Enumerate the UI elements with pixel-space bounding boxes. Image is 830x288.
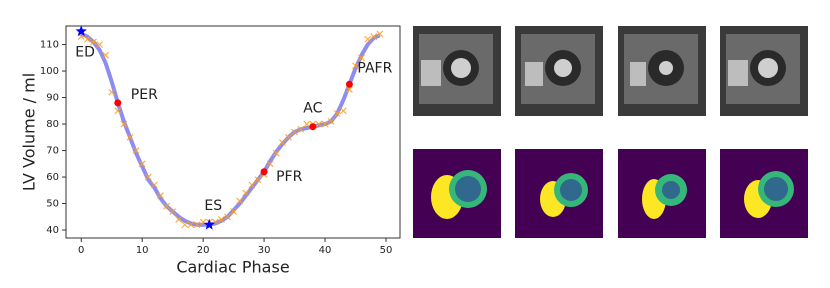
key-point-label: PER: [131, 87, 158, 103]
key-point: [260, 168, 268, 176]
x-tick-label: 0: [78, 245, 84, 256]
key-point: [345, 80, 353, 88]
key-point-star: [75, 25, 87, 37]
measured-point: [370, 33, 378, 41]
measured-point: [291, 128, 298, 136]
mri-row: [413, 26, 808, 116]
measured-point: [175, 216, 183, 223]
measured-point: [150, 181, 158, 189]
measured-point: [224, 213, 231, 221]
measured-point: [364, 35, 372, 43]
key-point: [309, 123, 317, 131]
measured-point: [120, 120, 128, 128]
measured-point: [248, 181, 256, 189]
measured-point: [266, 160, 274, 168]
measured-point: [333, 110, 341, 117]
measured-point: [169, 208, 177, 215]
measured-point: [315, 120, 323, 128]
measured-point: [114, 107, 122, 115]
key-point-star: [203, 218, 215, 230]
measured-point: [157, 192, 164, 200]
key-point-label: AC: [303, 101, 322, 117]
image-grid: [413, 26, 808, 238]
key-point-label: PFR: [276, 169, 302, 185]
y-tick-label: 110: [40, 40, 59, 51]
measured-point: [352, 62, 359, 70]
measured-point: [187, 221, 195, 229]
measured-point: [144, 173, 152, 181]
measured-point: [163, 202, 170, 210]
x-tick-label: 40: [319, 245, 332, 256]
measured-point: [96, 41, 103, 48]
x-axis-label: Cardiac Phase: [176, 258, 289, 277]
volume-curve: [80, 32, 381, 227]
measured-point: [297, 125, 305, 133]
measured-point: [132, 147, 140, 154]
measured-point: [254, 176, 262, 184]
measured-point: [90, 38, 97, 46]
measured-point: [285, 133, 292, 141]
y-tick-label: 60: [46, 172, 59, 183]
y-axis-label: LV Volume / ml: [20, 73, 39, 191]
key-point-label: ES: [204, 198, 222, 214]
x-tick-label: 10: [136, 245, 149, 256]
plot-frame: [65, 25, 401, 239]
measured-point: [102, 51, 110, 59]
measured-point: [376, 30, 384, 38]
measured-point: [358, 54, 366, 62]
measured-point: [126, 133, 134, 141]
measured-point: [217, 216, 225, 223]
measured-point: [181, 221, 189, 229]
x-tick-label: 20: [197, 245, 210, 256]
key-point: [114, 99, 122, 107]
measured-point: [138, 160, 146, 168]
measured-point: [193, 221, 201, 229]
measured-point: [272, 149, 280, 157]
y-tick-label: 80: [46, 119, 59, 130]
y-tick-label: 90: [46, 93, 59, 104]
measured-point: [108, 88, 116, 96]
measured-point: [242, 189, 250, 197]
measured-point: [230, 208, 238, 215]
key-point-label: PAFR: [357, 60, 392, 76]
measured-point: [83, 35, 91, 43]
measured-point: [327, 117, 335, 125]
y-tick-label: 70: [46, 146, 59, 157]
measured-point: [321, 120, 329, 128]
measured-point: [345, 86, 353, 94]
segmentation-row: [413, 149, 808, 238]
x-tick-label: 30: [258, 245, 271, 256]
measured-point: [278, 139, 286, 147]
key-point-label: ED: [75, 44, 95, 60]
measured-point: [303, 120, 311, 128]
x-tick-label: 50: [380, 245, 393, 256]
measured-point: [339, 107, 347, 115]
measured-point: [236, 197, 244, 205]
y-tick-label: 100: [40, 66, 59, 77]
y-tick-label: 50: [46, 199, 59, 210]
y-tick-label: 40: [46, 225, 59, 236]
